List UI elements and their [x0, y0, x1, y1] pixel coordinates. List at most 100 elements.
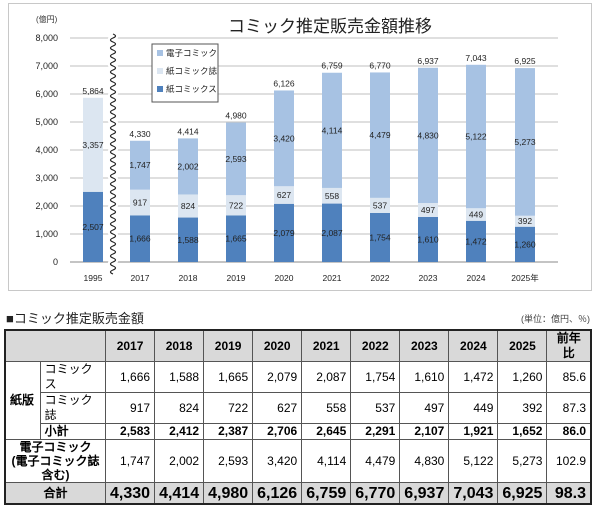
data-label: 2,087	[321, 228, 343, 238]
x-tick-label: 2023	[419, 273, 438, 283]
y-axis-unit: (億円)	[36, 14, 58, 24]
table-cell: 1,260	[497, 361, 548, 393]
bar-segment	[178, 217, 198, 262]
data-label: 2,079	[273, 228, 295, 238]
table-cell: 2,593	[203, 439, 254, 483]
total-label: 6,925	[514, 56, 536, 66]
table-cell: 87.3	[546, 392, 592, 424]
total-label: 6,770	[369, 60, 391, 70]
table-cell: 558	[301, 392, 352, 424]
table-cell: 2,079	[252, 361, 303, 393]
table-cell: 1,588	[154, 361, 205, 393]
bar-segment	[370, 212, 390, 262]
table-cell: 6,925	[497, 482, 548, 505]
data-label: 2,002	[177, 161, 199, 171]
table-cell: 4,980	[203, 482, 254, 505]
legend-label: 紙コミック誌	[166, 66, 218, 76]
table-cell: 2,107	[399, 423, 450, 440]
y-tick-label: 0	[53, 257, 58, 267]
bar-segment	[322, 187, 342, 204]
row-label: コミックス	[39, 361, 107, 393]
table-cell: 2,087	[301, 361, 352, 393]
bar-segment	[130, 215, 150, 262]
header-cell: 2023	[399, 329, 450, 362]
bar-segment	[130, 140, 150, 190]
bar-segment	[515, 215, 535, 227]
y-tick-label: 6,000	[35, 89, 58, 99]
table-cell: 1,652	[497, 423, 548, 440]
table-cell: 2,645	[301, 423, 352, 440]
table-cell: 4,479	[350, 439, 401, 483]
bar-segment	[226, 215, 246, 262]
data-label: 627	[277, 190, 291, 200]
total-label: 7,043	[465, 53, 487, 63]
bar-segment	[130, 189, 150, 216]
data-label: 1,665	[225, 234, 247, 244]
x-tick-label: 2021	[323, 273, 342, 283]
data-label: 917	[133, 198, 147, 208]
row-label: 電子コミック (電子コミック誌含む)	[4, 439, 107, 483]
bar-segment	[370, 197, 390, 213]
data-label: 3,420	[273, 133, 295, 143]
y-tick-label: 8,000	[35, 33, 58, 43]
data-label: 722	[229, 200, 243, 210]
table-cell: 1,666	[105, 361, 156, 393]
total-label: 6,126	[273, 78, 295, 88]
bar-segment	[418, 216, 438, 262]
table-row: 小計 2,583 2,412 2,387 2,706 2,645 2,291 2,107 1,9…	[5, 423, 592, 440]
total-label: 4,330	[129, 129, 151, 139]
bar-segment	[515, 68, 535, 216]
table-cell: 1,921	[448, 423, 499, 440]
x-tick-label: 2024	[467, 273, 486, 283]
table-cell: 1,747	[105, 439, 156, 483]
table-cell: 6,126	[252, 482, 303, 505]
x-tick-label: 2020	[275, 273, 294, 283]
y-tick-label: 1,000	[35, 229, 58, 239]
table-cell: 85.6	[546, 361, 592, 393]
header-cell: 前年比	[546, 329, 592, 362]
row-label: 合計	[4, 482, 107, 505]
data-label: 449	[469, 209, 483, 219]
bar-segment	[418, 203, 438, 217]
table-cell: 627	[252, 392, 303, 424]
bar-segment	[466, 64, 486, 209]
bar-segment	[226, 122, 246, 196]
header-cell: 2020	[252, 329, 303, 362]
y-tick-label: 4,000	[35, 145, 58, 155]
bar-segment	[274, 90, 294, 187]
header-blank	[4, 329, 107, 362]
table-cell: 6,759	[301, 482, 352, 505]
data-label: 1,610	[417, 234, 439, 244]
table-cell: 2,002	[154, 439, 205, 483]
y-tick-label: 7,000	[35, 61, 58, 71]
header-cell: 2017	[105, 329, 156, 362]
chart-frame	[8, 3, 592, 291]
table-cell: 2,291	[350, 423, 401, 440]
table-title: ■コミック推定販売金額	[6, 311, 144, 326]
header-cell: 2021	[301, 329, 352, 362]
header-cell: 2025	[497, 329, 548, 362]
legend-label: 電子コミック	[166, 48, 217, 58]
bar-segment	[83, 191, 103, 262]
data-label: 1,747	[129, 160, 151, 170]
data-label: 2,507	[82, 222, 104, 232]
data-label: 4,830	[417, 130, 439, 140]
data-label: 3,357	[82, 140, 104, 150]
bar-segment	[83, 97, 103, 192]
table-cell: 1,472	[448, 361, 499, 393]
data-label: 5,273	[514, 137, 536, 147]
stacked-bar-chart: コミック推定販売金額推移 (億円) 0 1,000 2,000 3,000 4,000 5,0…	[35, 14, 558, 283]
table-cell: 2,706	[252, 423, 303, 440]
bar-segment	[466, 208, 486, 221]
x-tick-label: 2022	[371, 273, 390, 283]
table-cell: 6,770	[350, 482, 401, 505]
table-cell: 5,273	[497, 439, 548, 483]
bar-segment	[226, 195, 246, 216]
data-label: 537	[373, 200, 387, 210]
table-cell: 537	[350, 392, 401, 424]
table-cell: 86.0	[546, 423, 592, 440]
table-cell: 4,830	[399, 439, 450, 483]
row-label: 小計	[39, 423, 107, 440]
total-label: 6,759	[321, 61, 343, 71]
data-label: 4,114	[322, 125, 343, 135]
